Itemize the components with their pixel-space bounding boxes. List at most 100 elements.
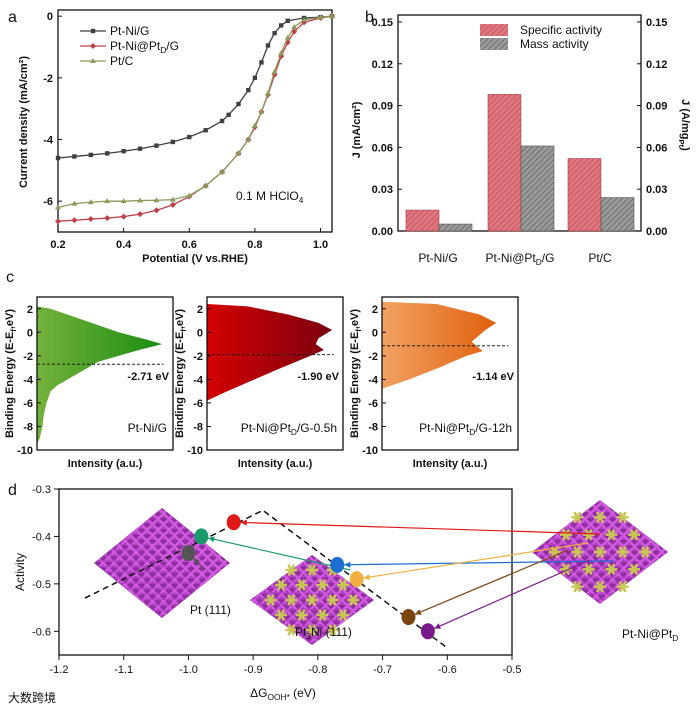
- ni-atom: [285, 564, 298, 576]
- data-point: [291, 23, 298, 29]
- lattice-line: [532, 500, 539, 604]
- y-tick-label: -6: [23, 398, 33, 410]
- label-part: D: [160, 45, 166, 55]
- x-axis-label: Intensity (a.u.): [238, 458, 313, 470]
- d-band-center-label: -1.14 eV: [472, 371, 514, 383]
- bar-mass: [520, 145, 555, 232]
- data-point: [104, 198, 111, 204]
- ni-atom: [285, 624, 298, 636]
- arrow-head: [414, 609, 422, 615]
- series-line: [57, 15, 333, 208]
- x-tick-label: -0.7: [373, 664, 392, 676]
- arrow-line: [356, 542, 589, 580]
- data-point: [72, 154, 77, 159]
- data-point: [265, 90, 272, 96]
- y-tick-label: 0.03: [372, 184, 393, 196]
- label-part: 4: [299, 195, 304, 205]
- data-point: [169, 196, 176, 202]
- bar-mass: [438, 223, 473, 232]
- panel-letter-c: c: [6, 269, 14, 286]
- label-part: D: [672, 633, 678, 643]
- ni-atom: [306, 594, 318, 606]
- label-part: Pt-Ni/G: [418, 251, 457, 265]
- data-point: [272, 30, 277, 36]
- sample-label: Pt-Ni@PtD/G-0.5h: [241, 421, 337, 437]
- y-axis-label: Activity: [13, 553, 27, 591]
- ni-atom: [560, 528, 572, 541]
- data-point: [169, 201, 176, 208]
- label-part: 3: [306, 631, 311, 641]
- data-point: [121, 149, 126, 154]
- label-part: Pt: [677, 139, 686, 147]
- panel-c-frame: [206, 296, 344, 451]
- ni-atom: [571, 546, 584, 558]
- label-part: (eV): [290, 686, 316, 700]
- label-part: Pt-Ni@Pt: [419, 421, 470, 435]
- y-tick-label-right: 0.12: [646, 59, 667, 71]
- ni-bond: [595, 546, 605, 558]
- y-tick-label: -6: [43, 196, 53, 208]
- data-point: [226, 514, 241, 531]
- ni-bond: [573, 546, 582, 558]
- y-tick-label: -2: [193, 351, 203, 363]
- data-point: [246, 87, 251, 93]
- y-tick-label: -10: [362, 445, 378, 457]
- ni-bond: [338, 579, 348, 591]
- data-point: [245, 136, 252, 142]
- label-part: OOH*: [268, 692, 291, 702]
- category-label: Pt-Ni/G: [418, 251, 457, 265]
- y-axis-label-left: J (mA/cm²): [351, 101, 363, 158]
- legend-swatch: [480, 38, 508, 50]
- ni-bond: [349, 594, 358, 606]
- bar-specific: [567, 158, 602, 232]
- ni-bond: [607, 563, 616, 576]
- label-part: 0.1 M HClO: [236, 189, 299, 203]
- ni-atom: [306, 624, 318, 636]
- y-tick-label: -6: [368, 398, 378, 410]
- label-part: Pt-Ni@Pt: [622, 627, 673, 641]
- category-label: Pt-Ni@PtD/G: [486, 251, 555, 267]
- ni-bond: [276, 579, 286, 591]
- ni-atom: [571, 580, 584, 593]
- arrow-head: [363, 574, 370, 581]
- ni-atom: [306, 564, 318, 576]
- ni-atom: [616, 546, 629, 558]
- panel-letter-d: d: [8, 482, 17, 499]
- data-point: [329, 13, 335, 19]
- ptni-ptd-structure: [532, 500, 668, 604]
- data-point: [202, 182, 209, 188]
- y-tick-label: 0.09: [372, 101, 393, 113]
- data-point: [271, 68, 278, 74]
- ni-bond: [287, 594, 296, 606]
- ni-bond: [618, 511, 627, 524]
- y-tick-label: -0.5: [32, 579, 51, 591]
- y-tick-label: -8: [368, 421, 378, 433]
- panel-c-frame: [381, 296, 519, 451]
- legend-label: Pt-Ni/G: [110, 24, 149, 38]
- label-part: Pt-Ni/G: [128, 421, 167, 435]
- y-tick-label: -4: [193, 374, 204, 386]
- data-point: [194, 528, 209, 545]
- label-part: ,eV): [174, 309, 186, 330]
- ni-atom: [326, 594, 339, 606]
- label-part: Pt/C: [110, 54, 134, 68]
- ni-atom: [337, 579, 349, 591]
- y-tick-label: 0.00: [372, 226, 393, 238]
- label-part: /G-12h: [475, 421, 512, 435]
- bar-mass: [600, 197, 635, 232]
- watermark: 大数跨境: [8, 690, 56, 705]
- ni-atom: [628, 528, 640, 541]
- ni-atom: [264, 594, 277, 606]
- ni-bond: [573, 580, 582, 593]
- sample-label: Pt-Ni/G: [128, 421, 167, 435]
- electrolyte-annotation: 0.1 M HClO4: [236, 189, 304, 205]
- arrow-line: [337, 560, 614, 566]
- data-point: [219, 118, 225, 124]
- arrow-line: [427, 559, 591, 632]
- label-part: Binding Energy (E-E: [4, 332, 16, 438]
- data-point: [137, 146, 143, 151]
- y-tick-label: -2: [368, 351, 378, 363]
- label-part: D: [291, 427, 297, 437]
- y-axis-label: Current density (mA/cm²): [18, 56, 30, 188]
- y-axis-label: Binding Energy (E-Ef,eV): [4, 309, 18, 438]
